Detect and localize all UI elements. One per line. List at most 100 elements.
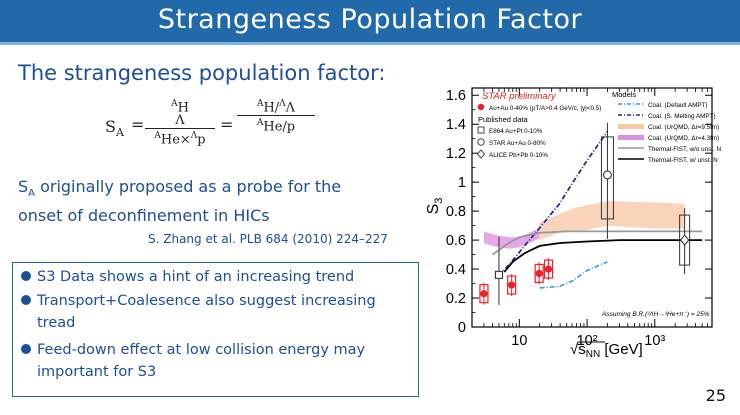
data-point-0 xyxy=(480,290,488,298)
legend-model-label-3: Coal. (UrQMD, Δr=4.3fm) xyxy=(648,135,719,142)
formula: SA = AH Λ AHe×Λp = AH/ΛΛ AHe/p xyxy=(105,96,320,156)
legend-published: Published data xyxy=(478,115,528,124)
formula-lhs-sub: A xyxy=(115,126,124,140)
assumption-note: Assuming B.R.(³ΛH→³He+π⁻) = 25% xyxy=(601,311,710,318)
title-bar xyxy=(0,0,740,45)
bullet-3-text: Feed-down effect at low collision energy… xyxy=(37,342,366,358)
x-tick-label-0: 10 xyxy=(511,333,527,349)
legend-preliminary: STAR preliminary xyxy=(482,91,557,102)
plot-frame xyxy=(471,87,713,328)
frac1-den-sup2: Λ xyxy=(190,131,198,142)
bullet-dot xyxy=(21,344,31,354)
frac2-den: AHe/p xyxy=(237,117,315,133)
legend-model-label-0: Coal. (Default AMPT) xyxy=(648,102,708,109)
frac2-num-sup1: A xyxy=(256,99,264,109)
y-tick-label-8: 1.6 xyxy=(446,88,466,104)
legend-model-label-2: Coal. (UrQMD, Δr=9.5fm) xyxy=(648,124,719,131)
slide-title: Strangeness Population Factor xyxy=(157,4,583,35)
bullet-2-text: Transport+Coalesence also suggest increa… xyxy=(37,293,376,309)
bullet-dot xyxy=(21,295,31,305)
frac2-num-b: Λ xyxy=(285,100,296,116)
curve-2 xyxy=(491,230,703,256)
frac1-bar xyxy=(145,128,215,130)
e864-point xyxy=(494,270,503,279)
legend-data-label-1: E864 Au+Pt 0-10% xyxy=(489,128,543,135)
formula-fraction-2: AH/ΛΛ AHe/p xyxy=(237,98,315,134)
y-tick-label-6: 1.2 xyxy=(446,146,466,162)
formula-equals-1: = xyxy=(131,115,145,134)
legend-marker-2 xyxy=(477,138,485,146)
description-line-1: SA originally proposed as a probe for th… xyxy=(18,176,418,205)
legend-data-label-3: ALICE Pb+Pb 0-10% xyxy=(489,152,548,159)
x-axis-label: √sNN [GeV] xyxy=(570,341,643,360)
frac1-num-text: H xyxy=(177,100,189,116)
x-tick-label-2: 10³ xyxy=(644,333,665,349)
band-0 xyxy=(539,201,685,241)
legend-model-label-5: Thermal-FIST, w/ unst. N xyxy=(648,157,718,164)
frac2-num-sup2: Λ xyxy=(279,99,286,109)
bullet-3-cont-text: important for S3 xyxy=(37,364,157,380)
page-number: 25 xyxy=(705,386,726,405)
curve-3 xyxy=(503,239,703,273)
description-text: SA originally proposed as a probe for th… xyxy=(18,176,418,227)
legend-data-label-2: STAR Au+Au 0-80% xyxy=(489,140,546,147)
formula-lhs: SA xyxy=(105,117,124,139)
bullet-1: S3 Data shows a hint of an increasing tr… xyxy=(21,266,413,288)
slide-subtitle: The strangeness population factor: xyxy=(18,61,386,85)
bullet-2-cont: tread xyxy=(37,312,429,334)
legend-model-label-1: Coal. (S. Melting AMPT) xyxy=(648,113,716,120)
formula-fraction-1: AH Λ AHe×Λp xyxy=(145,98,215,147)
legend-models: Models xyxy=(612,90,636,99)
legend-model-swatch-3 xyxy=(618,135,644,140)
bullet-dot xyxy=(21,271,31,281)
data-point-1 xyxy=(508,281,516,289)
bullet-3-cont: important for S3 xyxy=(37,361,429,383)
y-axis-label: S3 xyxy=(425,198,445,215)
alice-point xyxy=(679,234,690,246)
bullet-1-text: S3 Data shows a hint of an increasing tr… xyxy=(37,269,355,285)
x-tick-label-1: 10² xyxy=(577,333,598,349)
y-tick-label-2: 0.4 xyxy=(446,262,466,278)
formula-lhs-s: S xyxy=(105,117,116,136)
frac1-den-a: He× xyxy=(160,132,191,148)
y-tick-label-7: 1.4 xyxy=(446,117,466,133)
desc-sub: A xyxy=(28,188,35,200)
frac2-den-text: He/p xyxy=(263,119,296,135)
frac2-num: AH/ΛΛ xyxy=(237,98,315,114)
legend-model-swatch-2 xyxy=(618,124,644,129)
frac1-den-sup1: A xyxy=(154,131,161,142)
bullet-2-cont-text: tread xyxy=(37,315,76,331)
star80-point xyxy=(602,170,612,180)
bullet-3: Feed-down effect at low collision energy… xyxy=(21,339,413,361)
curve-1 xyxy=(498,130,609,277)
frac2-num-a: H/ xyxy=(263,100,280,116)
y-tick-label-4: 0.8 xyxy=(446,204,466,220)
y-tick-label-0: 0 xyxy=(458,320,466,336)
reference: S. Zhang et al. PLB 684 (2010) 224–227 xyxy=(148,232,388,246)
legend-marker-3 xyxy=(476,149,486,159)
desc-rest: originally proposed as a probe for the xyxy=(35,177,342,196)
curve-0 xyxy=(539,261,608,289)
legend-marker-1 xyxy=(477,126,485,134)
frac1-num2: Λ xyxy=(175,113,185,129)
description-line-2: onset of deconfinement in HICs xyxy=(18,206,270,226)
frac2-bar xyxy=(237,115,315,117)
y-tick-label-5: 1 xyxy=(458,175,466,191)
data-point-2 xyxy=(535,269,543,278)
desc-s: S xyxy=(18,177,29,196)
legend-data-label-0: Au+Au 0-40% (pT/A>0.4 GeV/c, |y|<0.5) xyxy=(489,105,601,112)
y-tick-label-3: 0.6 xyxy=(446,233,466,249)
frac1-num: AH xyxy=(145,98,215,114)
formula-equals-2: = xyxy=(220,115,234,134)
y-tick-label-1: 0.2 xyxy=(446,291,466,307)
legend-model-label-4: Thermal-FIST, w/o unst. N xyxy=(648,146,722,153)
frac2-den-sup: A xyxy=(256,118,264,129)
legend-marker-0 xyxy=(477,103,485,111)
frac1-num-sup: A xyxy=(171,99,178,109)
data-point-3 xyxy=(544,265,553,273)
bullet-2: Transport+Coalesence also suggest increa… xyxy=(21,290,413,312)
frac1-den: AHe×Λp xyxy=(145,130,215,146)
frac1-den-b: p xyxy=(197,132,206,148)
bullet-box: S3 Data shows a hint of an increasing tr… xyxy=(12,262,419,397)
